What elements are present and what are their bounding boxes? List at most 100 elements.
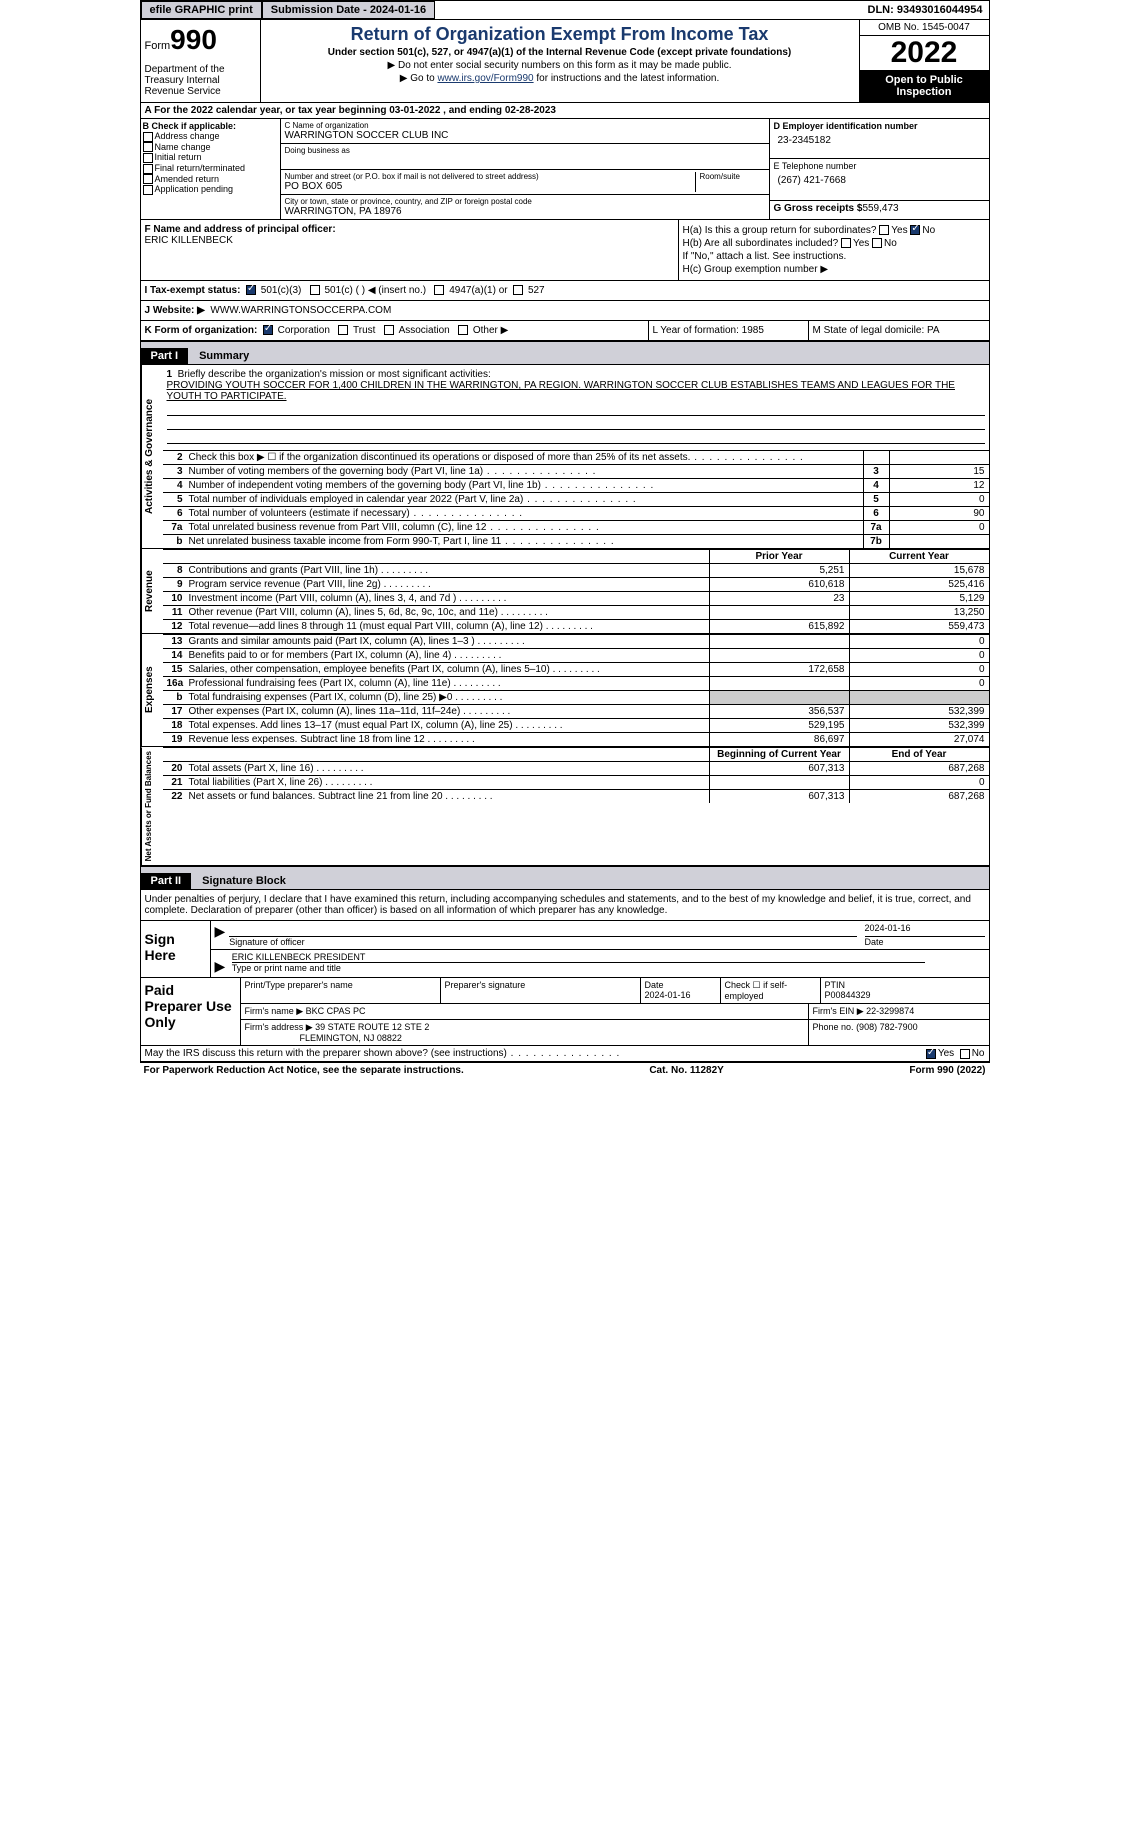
gov-row: 4Number of independent voting members of… bbox=[163, 478, 989, 492]
room-label: Room/suite bbox=[700, 172, 765, 181]
data-row: 10Investment income (Part VIII, column (… bbox=[163, 591, 989, 605]
chk-527[interactable] bbox=[513, 285, 523, 295]
part1-bar: Part I Summary bbox=[140, 341, 990, 365]
c-label: C Name of organization bbox=[285, 121, 765, 130]
sig-date-label: Date bbox=[865, 937, 884, 947]
dept-text: Department of the Treasury Internal Reve… bbox=[145, 64, 256, 97]
preparer-label: Paid Preparer Use Only bbox=[141, 978, 241, 1045]
chk-name[interactable]: Name change bbox=[143, 142, 278, 153]
prep-sig-label: Preparer's signature bbox=[441, 978, 641, 1003]
ein-val: 23-2345182 bbox=[774, 131, 985, 150]
form-header: Form990 Department of the Treasury Inter… bbox=[140, 20, 990, 103]
footer-left: For Paperwork Reduction Act Notice, see … bbox=[144, 1065, 464, 1076]
data-row: 9Program service revenue (Part VIII, lin… bbox=[163, 577, 989, 591]
dln-text: DLN: 93493016044954 bbox=[862, 2, 989, 18]
year-formation: L Year of formation: 1985 bbox=[649, 321, 809, 340]
discuss-yes[interactable] bbox=[926, 1049, 936, 1059]
net-section: Net Assets or Fund Balances Beginning of… bbox=[140, 747, 990, 866]
part2-hdr: Part II bbox=[141, 873, 192, 889]
form-number: 990 bbox=[170, 24, 217, 55]
self-emp[interactable]: Check ☐ if self-employed bbox=[721, 978, 821, 1003]
discuss-no[interactable] bbox=[960, 1049, 970, 1059]
g-label: G Gross receipts $ bbox=[774, 203, 863, 214]
preparer-block: Paid Preparer Use Only Print/Type prepar… bbox=[140, 978, 990, 1046]
phone-val: (267) 421-7668 bbox=[774, 171, 985, 190]
chk-assoc[interactable] bbox=[384, 325, 394, 335]
tax-year: 2022 bbox=[860, 36, 989, 70]
ha-yes[interactable] bbox=[879, 225, 889, 235]
data-row: 8Contributions and grants (Part VIII, li… bbox=[163, 563, 989, 577]
hc-label: H(c) Group exemption number ▶ bbox=[683, 263, 985, 276]
ha-label: H(a) Is this a group return for subordin… bbox=[683, 225, 877, 236]
org-name: WARRINGTON SOCCER CLUB INC bbox=[285, 130, 765, 141]
state-domicile: M State of legal domicile: PA bbox=[809, 321, 989, 340]
firm-addr2: FLEMINGTON, NJ 08822 bbox=[300, 1033, 402, 1043]
e-label: E Telephone number bbox=[774, 161, 985, 171]
instruction-1: ▶ Do not enter social security numbers o… bbox=[265, 60, 855, 71]
boy-hdr: Beginning of Current Year bbox=[709, 748, 849, 761]
footer-right: Form 990 (2022) bbox=[909, 1065, 985, 1076]
chk-501c3[interactable] bbox=[246, 285, 256, 295]
sig-date-val: 2024-01-16 bbox=[865, 923, 985, 937]
status-label: I Tax-exempt status: bbox=[145, 285, 241, 296]
part1-title: Summary bbox=[191, 350, 249, 362]
firm-name: BKC CPAS PC bbox=[306, 1006, 366, 1016]
chk-other[interactable] bbox=[458, 325, 468, 335]
gov-row: 5Total number of individuals employed in… bbox=[163, 492, 989, 506]
page-footer: For Paperwork Reduction Act Notice, see … bbox=[140, 1062, 990, 1078]
chk-corp[interactable] bbox=[263, 325, 273, 335]
chk-4947[interactable] bbox=[434, 285, 444, 295]
officer-name-title: ERIC KILLENBECK PRESIDENT bbox=[232, 952, 925, 963]
firm-ein: 22-3299874 bbox=[866, 1006, 914, 1016]
ha-no[interactable] bbox=[910, 225, 920, 235]
section-fh: F Name and address of principal officer:… bbox=[140, 220, 990, 281]
chk-pending[interactable]: Application pending bbox=[143, 184, 278, 195]
data-row: 21Total liabilities (Part X, line 26)0 bbox=[163, 775, 989, 789]
gov-row: 6Total number of volunteers (estimate if… bbox=[163, 506, 989, 520]
firm-phone: (908) 782-7900 bbox=[856, 1022, 918, 1032]
data-row: 12Total revenue—add lines 8 through 11 (… bbox=[163, 619, 989, 633]
prep-date: 2024-01-16 bbox=[645, 990, 691, 1000]
omb-number: OMB No. 1545-0047 bbox=[860, 20, 989, 36]
eoy-hdr: End of Year bbox=[849, 748, 989, 761]
discuss-row: May the IRS discuss this return with the… bbox=[140, 1046, 990, 1062]
data-row: 19Revenue less expenses. Subtract line 1… bbox=[163, 732, 989, 746]
data-row: 22Net assets or fund balances. Subtract … bbox=[163, 789, 989, 803]
net-vert: Net Assets or Fund Balances bbox=[141, 747, 163, 865]
footer-mid: Cat. No. 11282Y bbox=[649, 1065, 723, 1076]
chk-trust[interactable] bbox=[338, 325, 348, 335]
inspection-label: Open to Public Inspection bbox=[860, 70, 989, 102]
irs-link[interactable]: www.irs.gov/Form990 bbox=[437, 73, 533, 84]
city-val: WARRINGTON, PA 18976 bbox=[285, 206, 765, 217]
hb-label: H(b) Are all subordinates included? bbox=[683, 238, 839, 249]
dba-label: Doing business as bbox=[285, 146, 765, 155]
chk-address[interactable]: Address change bbox=[143, 131, 278, 142]
discuss-q: May the IRS discuss this return with the… bbox=[145, 1048, 621, 1059]
top-bar: efile GRAPHIC print Submission Date - 20… bbox=[140, 0, 990, 20]
hb-note: If "No," attach a list. See instructions… bbox=[683, 250, 985, 263]
f-label: F Name and address of principal officer: bbox=[145, 224, 674, 235]
data-row: 17Other expenses (Part IX, column (A), l… bbox=[163, 704, 989, 718]
form-label: Form bbox=[145, 40, 171, 52]
part1-hdr: Part I bbox=[141, 348, 189, 364]
chk-initial[interactable]: Initial return bbox=[143, 152, 278, 163]
gov-section: Activities & Governance 1 Briefly descri… bbox=[140, 365, 990, 549]
sig-officer-label: Signature of officer bbox=[229, 937, 304, 947]
data-row: 11Other revenue (Part VIII, column (A), … bbox=[163, 605, 989, 619]
chk-final[interactable]: Final return/terminated bbox=[143, 163, 278, 174]
rev-section: Revenue Prior Year Current Year 8Contrib… bbox=[140, 549, 990, 634]
b-header: B Check if applicable: bbox=[143, 121, 278, 131]
instruction-2: ▶ Go to www.irs.gov/Form990 for instruct… bbox=[265, 73, 855, 84]
rev-vert: Revenue bbox=[141, 549, 163, 633]
data-row: 13Grants and similar amounts paid (Part … bbox=[163, 634, 989, 648]
efile-button[interactable]: efile GRAPHIC print bbox=[141, 1, 262, 19]
submission-button[interactable]: Submission Date - 2024-01-16 bbox=[262, 1, 435, 19]
gov-row: bNet unrelated business taxable income f… bbox=[163, 534, 989, 548]
chk-amended[interactable]: Amended return bbox=[143, 174, 278, 185]
hb-yes[interactable] bbox=[841, 238, 851, 248]
firm-addr: 39 STATE ROUTE 12 STE 2 bbox=[315, 1022, 429, 1032]
mission-label: Briefly describe the organization's miss… bbox=[178, 369, 491, 380]
chk-501c[interactable] bbox=[310, 285, 320, 295]
hb-no[interactable] bbox=[872, 238, 882, 248]
main-title: Return of Organization Exempt From Incom… bbox=[265, 24, 855, 45]
